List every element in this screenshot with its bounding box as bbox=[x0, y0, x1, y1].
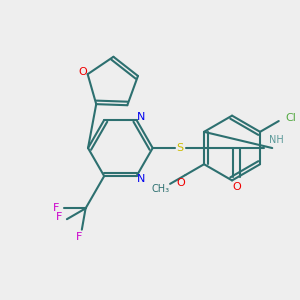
Text: F: F bbox=[76, 232, 82, 242]
Text: N: N bbox=[137, 174, 146, 184]
Text: O: O bbox=[78, 67, 87, 77]
Text: O: O bbox=[232, 182, 241, 192]
Text: F: F bbox=[53, 203, 59, 213]
Text: N: N bbox=[137, 112, 146, 122]
Text: CH₃: CH₃ bbox=[151, 184, 169, 194]
Text: F: F bbox=[56, 212, 62, 222]
Text: NH: NH bbox=[269, 135, 284, 145]
Text: S: S bbox=[177, 143, 184, 153]
Text: Cl: Cl bbox=[285, 113, 296, 123]
Text: O: O bbox=[176, 178, 185, 188]
